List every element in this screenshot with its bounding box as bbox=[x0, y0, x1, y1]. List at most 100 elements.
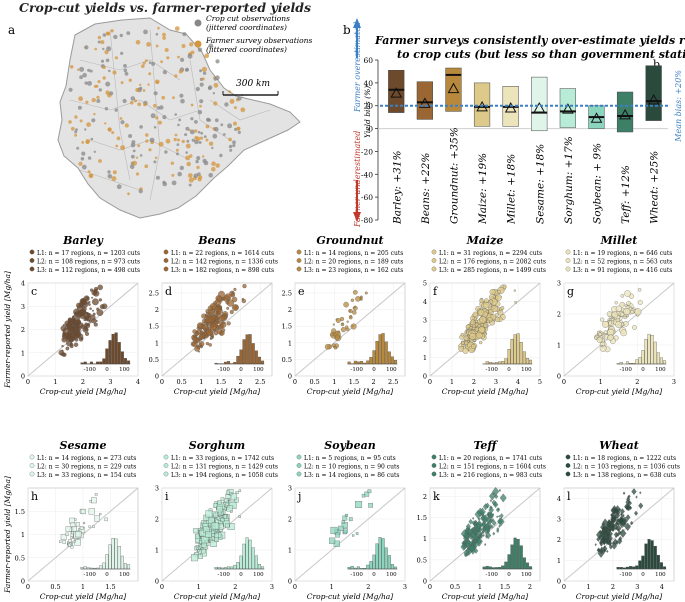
scatter-point bbox=[346, 320, 349, 323]
scatter-point bbox=[617, 527, 620, 532]
scatter-point bbox=[92, 525, 95, 528]
scatter-point bbox=[196, 547, 199, 550]
scatter-point bbox=[85, 296, 90, 301]
map-farmer-dot bbox=[174, 133, 178, 137]
map-cropcut-dot bbox=[212, 92, 216, 95]
histogram-bar bbox=[625, 566, 629, 570]
map-cropcut-dot bbox=[176, 152, 179, 156]
scatter-point bbox=[481, 530, 485, 535]
histogram-bar bbox=[519, 342, 523, 365]
scatter-y-tick-label: 0 bbox=[155, 373, 159, 381]
histogram-bar bbox=[123, 358, 127, 365]
scatter-point bbox=[201, 536, 209, 544]
map-cropcut-dot bbox=[220, 123, 224, 127]
scatter-point bbox=[335, 318, 341, 323]
bias-bar-teff bbox=[616, 91, 634, 133]
scatter-point bbox=[630, 310, 635, 315]
histogram-bar bbox=[108, 340, 112, 365]
histogram-tick-label: -100 bbox=[351, 367, 364, 373]
bias-y-tick-label: -40 bbox=[361, 170, 373, 179]
scatter-point bbox=[65, 346, 70, 351]
histogram-bar bbox=[353, 360, 357, 365]
histogram-bar bbox=[504, 358, 508, 365]
scatter-y-tick-label: 0.5 bbox=[282, 356, 292, 364]
scatter-point bbox=[88, 525, 91, 528]
scatter-point bbox=[341, 520, 346, 524]
scatter-point bbox=[342, 515, 348, 521]
scatter-point bbox=[224, 498, 229, 503]
scatter-point bbox=[482, 503, 489, 511]
map-cropcut-dot bbox=[102, 33, 107, 37]
histogram-tick-label: 100 bbox=[253, 572, 264, 578]
map-region-border bbox=[79, 169, 141, 191]
histogram-bar bbox=[117, 546, 121, 570]
scatter-point bbox=[610, 518, 615, 525]
scatter-point bbox=[599, 546, 604, 552]
scatter-point bbox=[618, 530, 622, 535]
histogram-bar bbox=[644, 338, 648, 365]
scatter-point bbox=[489, 499, 493, 503]
scatter-point bbox=[62, 352, 67, 357]
scatter-xlabel: Crop-cut yield [Mg/ha] bbox=[174, 592, 260, 601]
histogram-bar bbox=[378, 334, 382, 365]
scatter-point bbox=[219, 305, 223, 309]
map-farmer-dot bbox=[177, 138, 180, 142]
scatter-legend-marker bbox=[29, 266, 35, 272]
scatter-point bbox=[465, 539, 473, 549]
scatter-x-tick-label: 3 bbox=[672, 378, 676, 386]
scatter-axis-labels: Farmer-reported yield [Mg/ha] Farmer-repo… bbox=[3, 271, 12, 594]
scatter-point bbox=[496, 527, 500, 532]
map-cropcut-dot bbox=[87, 68, 91, 72]
scatter-point bbox=[622, 513, 625, 517]
scatter-point bbox=[339, 316, 345, 322]
bias-mean-marker-sesame bbox=[533, 101, 546, 113]
histogram-bar bbox=[498, 361, 502, 365]
scatter-legend-text: L1: n = 14 regions, n = 205 cuts bbox=[304, 250, 403, 257]
bias-bar-maize bbox=[473, 82, 491, 127]
scatter-point bbox=[86, 318, 89, 321]
scatter-x-tick-label: 3 bbox=[270, 583, 274, 591]
map-cropcut-dot bbox=[89, 69, 93, 73]
scatter-point bbox=[490, 305, 498, 313]
histogram-bar bbox=[347, 567, 351, 570]
scatter-xlabel: Crop-cut yield [Mg/ha] bbox=[40, 387, 126, 396]
scatter-point bbox=[61, 336, 67, 343]
histogram-bar bbox=[510, 544, 514, 570]
scatter-x-tick-label: 0.5 bbox=[176, 378, 186, 386]
scatter-point bbox=[476, 332, 483, 339]
histogram-bar bbox=[381, 538, 385, 570]
histogram-bar bbox=[123, 563, 127, 570]
scatter-point bbox=[230, 510, 233, 513]
scatter-y-tick-label: 0.5 bbox=[149, 356, 159, 364]
scatter-point bbox=[639, 491, 642, 495]
map-farmer-dot bbox=[177, 55, 180, 59]
scatter-point bbox=[224, 293, 232, 301]
scatter-one-to-one-line bbox=[563, 282, 675, 377]
histogram-bar bbox=[525, 562, 529, 570]
map-farmer-dot bbox=[76, 68, 80, 71]
scatter-x-tick-label: 1 bbox=[332, 378, 336, 386]
scatter-point bbox=[65, 532, 69, 536]
scatter-point bbox=[88, 303, 91, 306]
histogram-bar bbox=[498, 567, 502, 570]
scatter-point bbox=[596, 336, 603, 343]
map-cropcut-dot bbox=[107, 170, 111, 174]
map-legend-crop-cut-line2: (jittered coordinates) bbox=[206, 23, 287, 32]
histogram-bar bbox=[629, 566, 633, 570]
scatter-point bbox=[62, 324, 65, 327]
histogram-tick-label: 0 bbox=[507, 572, 511, 578]
map-farmer-dot bbox=[233, 106, 237, 110]
scatter-point bbox=[607, 334, 614, 341]
scatter-x-tick-label: 1.5 bbox=[105, 583, 115, 591]
scatter-panel-letter: l bbox=[567, 490, 571, 503]
map-farmer-dot bbox=[69, 65, 74, 69]
histogram-bar bbox=[227, 566, 231, 570]
bias-y-tick-label: -60 bbox=[361, 193, 373, 202]
scatter-point bbox=[600, 523, 607, 532]
scatter-point bbox=[498, 488, 502, 492]
scatter-x-tick-label: 0 bbox=[293, 378, 297, 386]
scatter-point bbox=[502, 284, 507, 289]
scatter-point bbox=[364, 291, 368, 295]
map-farmer-dot bbox=[165, 138, 171, 144]
histogram-bar bbox=[83, 361, 87, 365]
